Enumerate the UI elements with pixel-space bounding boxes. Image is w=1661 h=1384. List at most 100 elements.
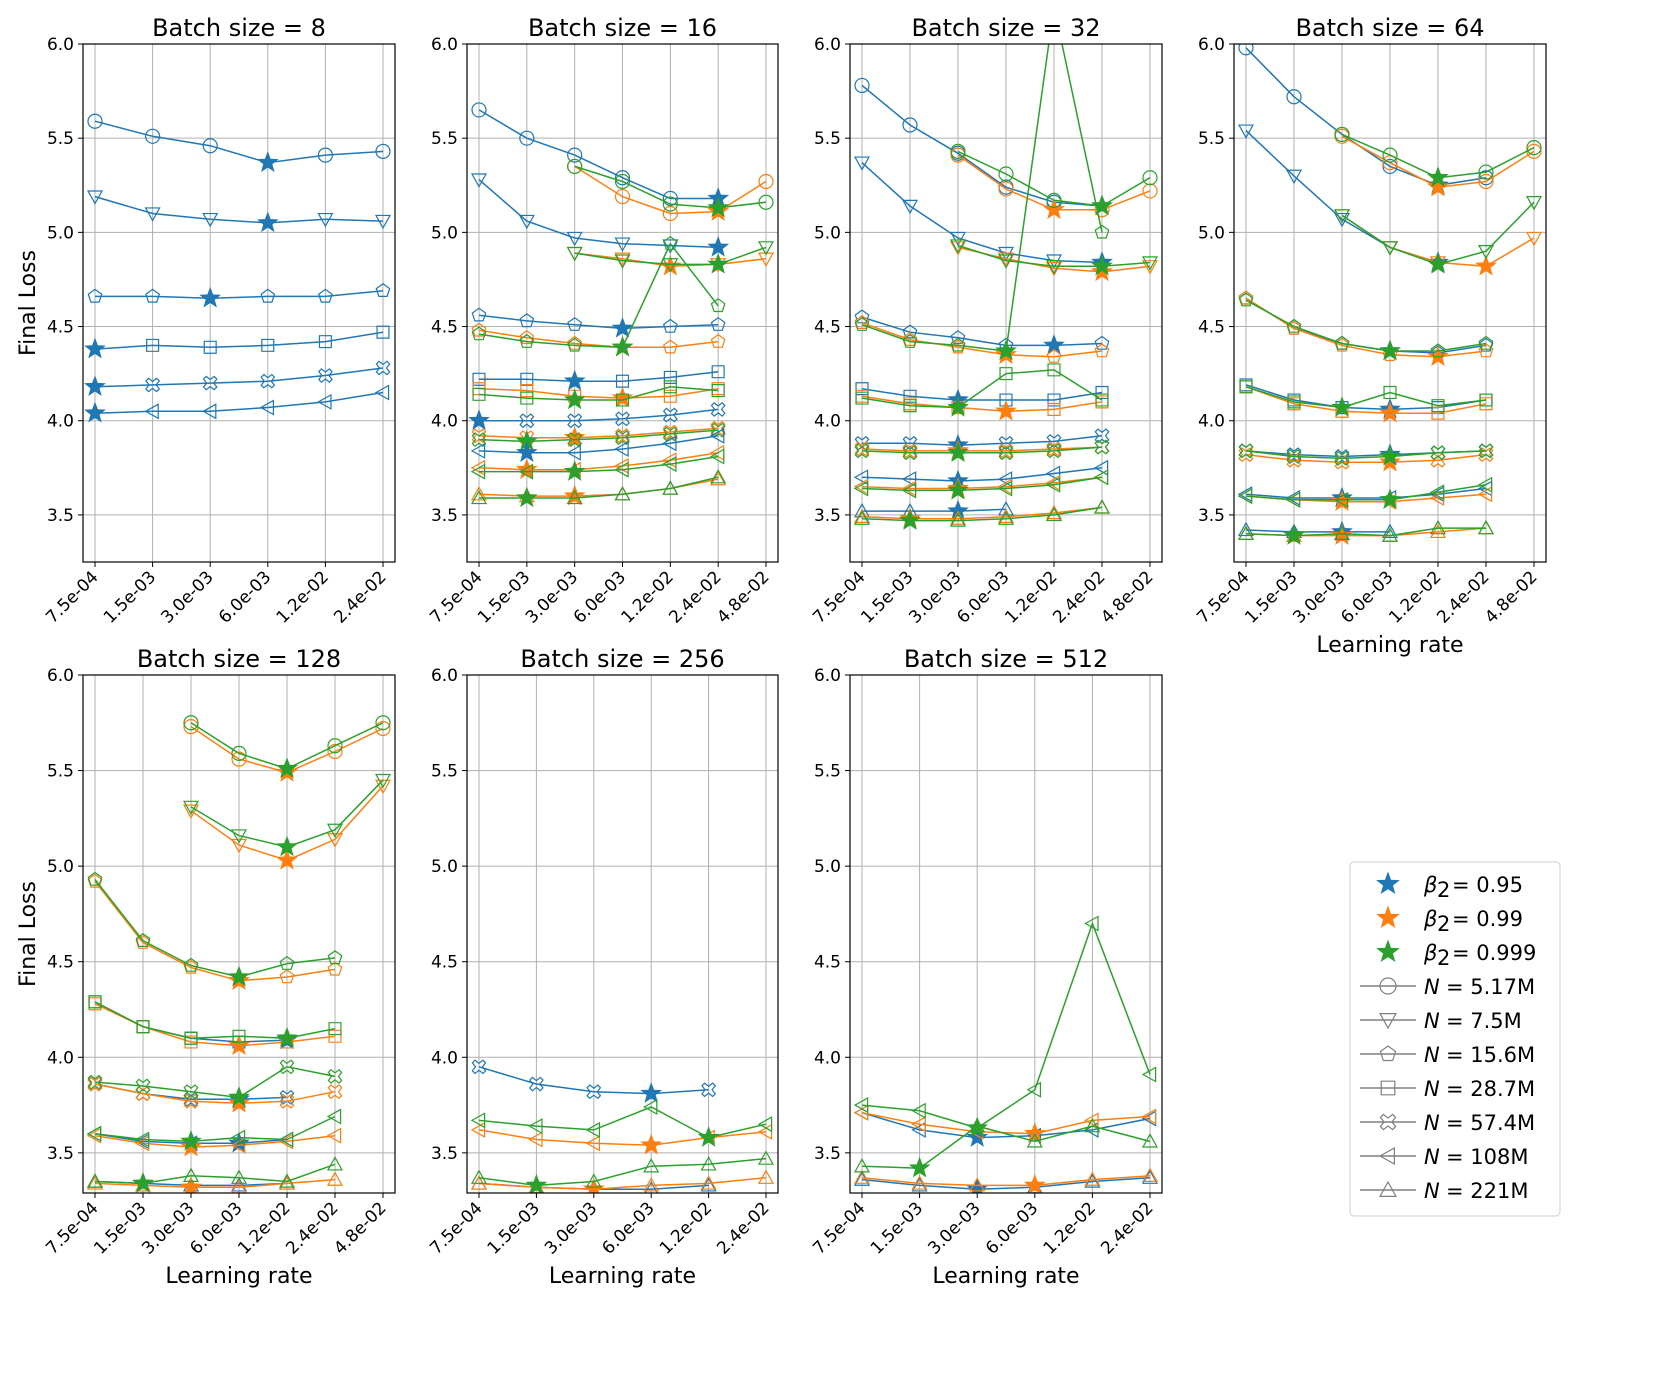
series-line <box>861 395 1103 413</box>
data-point <box>1238 290 1254 305</box>
y-tick-label: 6.0 <box>47 35 74 55</box>
data-point <box>1526 140 1542 156</box>
x-tick-label: 1.5e-03 <box>474 567 534 627</box>
y-tick-label: 5.5 <box>1198 129 1225 149</box>
data-point <box>853 1158 871 1173</box>
best-point-star <box>84 337 106 359</box>
data-point <box>614 188 631 205</box>
series-line <box>1245 384 1487 411</box>
series-line <box>861 476 1103 490</box>
series-line <box>861 84 1103 207</box>
axes-frame <box>466 674 779 1194</box>
data-point <box>144 207 161 222</box>
panel-6: 3.5 4.0 4.5 5.0 5.5 6.0 7.5e-041.5e-033.0e-036… <box>426 645 779 1289</box>
data-point <box>230 1177 248 1192</box>
best-point-star <box>276 1026 298 1048</box>
series-line <box>94 1178 336 1189</box>
data-point <box>1479 393 1493 407</box>
best-point-star <box>180 1129 202 1151</box>
legend-beta-symbol: β <box>1423 907 1437 931</box>
data-point <box>376 325 390 339</box>
x-tick-label: 4.8e-02 <box>713 567 773 627</box>
x-tick-label: 3.0e-03 <box>138 1198 198 1258</box>
legend-marker-icon <box>1379 1113 1397 1131</box>
data-point <box>519 333 535 348</box>
data-point <box>662 456 677 473</box>
series-line <box>862 435 1103 446</box>
data-point <box>1477 519 1495 535</box>
data-point <box>700 1175 717 1190</box>
data-point <box>644 1180 658 1193</box>
best-point-star <box>84 401 106 423</box>
data-point <box>1478 164 1494 180</box>
data-point <box>710 316 726 331</box>
panel-title: Batch size = 512 <box>904 645 1108 673</box>
series-line <box>478 314 719 330</box>
data-point <box>317 393 332 410</box>
data-point <box>201 403 217 420</box>
x-tick-label: 7.5e-04 <box>426 1198 486 1258</box>
data-point <box>1093 469 1109 486</box>
data-point <box>1045 465 1061 482</box>
axes-frame <box>1233 43 1547 563</box>
best-point-star <box>1379 339 1401 361</box>
series-line <box>479 371 719 382</box>
y-tick-label: 5.0 <box>431 857 458 877</box>
data-point <box>567 147 583 163</box>
data-point <box>1477 486 1493 503</box>
panel-title: Batch size = 128 <box>137 645 341 673</box>
legend-n-symbol: N <box>1424 1179 1440 1203</box>
data-point <box>855 391 869 405</box>
data-point <box>1045 261 1063 277</box>
series-line <box>861 467 1103 482</box>
data-point <box>326 1171 344 1186</box>
data-point <box>902 443 918 459</box>
y-tick-label: 5.5 <box>431 762 458 782</box>
data-point <box>711 365 725 379</box>
data-point <box>327 961 343 976</box>
y-tick-label: 5.0 <box>814 223 841 243</box>
data-point <box>202 375 218 391</box>
data-point <box>135 932 151 947</box>
data-point <box>471 307 487 322</box>
data-point <box>662 205 678 222</box>
data-point <box>1333 491 1349 508</box>
data-point <box>327 1084 343 1100</box>
data-point <box>615 374 630 388</box>
data-point <box>1047 363 1061 377</box>
panel-title: Batch size = 256 <box>520 645 724 673</box>
best-point-star <box>947 499 969 521</box>
x-tick-label: 7.5e-04 <box>809 567 869 627</box>
data-point <box>86 1173 104 1188</box>
data-point <box>528 1118 543 1135</box>
x-axis-label: Learning rate <box>1316 633 1463 658</box>
series-group <box>84 113 392 423</box>
data-point <box>1047 0 1060 12</box>
data-point <box>87 871 103 886</box>
data-point <box>183 1093 199 1109</box>
series-line <box>478 1106 767 1139</box>
data-point <box>1237 521 1255 537</box>
data-point <box>854 441 870 457</box>
series-line <box>1245 484 1487 501</box>
data-point <box>566 489 583 505</box>
x-tick-label: 1.5e-03 <box>867 1198 927 1258</box>
best-point-star <box>276 848 298 870</box>
data-point <box>471 322 487 337</box>
data-point <box>662 258 679 273</box>
series-line <box>94 1163 336 1185</box>
legend-beta-label: = 0.999 <box>1452 941 1536 965</box>
best-point-star <box>1427 166 1449 187</box>
data-point <box>202 138 218 154</box>
data-point <box>998 443 1014 459</box>
data-point <box>1429 484 1445 501</box>
data-point <box>1026 1081 1041 1098</box>
x-tick-label: 6.0e-03 <box>186 1198 246 1258</box>
data-point <box>1430 343 1446 358</box>
data-point <box>566 231 583 247</box>
x-tick-label: 3.0e-03 <box>522 567 582 627</box>
data-point <box>997 246 1015 262</box>
data-point <box>758 194 774 210</box>
best-point-star <box>1043 198 1065 220</box>
